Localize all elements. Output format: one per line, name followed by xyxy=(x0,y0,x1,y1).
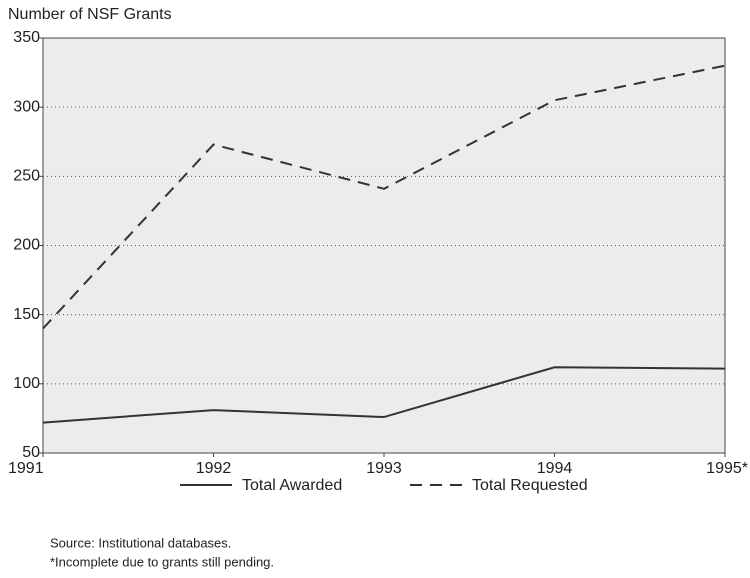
series-line xyxy=(42,366,726,424)
y-axis-title: Number of NSF Grants xyxy=(8,6,172,23)
y-tick-label: 300 xyxy=(13,98,40,115)
legend-label: Total Awarded xyxy=(242,477,342,494)
x-tick-label: 1995* xyxy=(706,460,748,477)
x-tick-label: 1992 xyxy=(196,460,232,477)
legend-label: Total Requested xyxy=(472,477,588,494)
x-tick-label: 1993 xyxy=(366,460,402,477)
footnote: *Incomplete due to grants still pending. xyxy=(50,554,274,569)
y-tick-label: 150 xyxy=(13,306,40,323)
y-tick-label: 250 xyxy=(13,168,40,185)
series-line xyxy=(42,64,726,330)
y-tick-label: 350 xyxy=(13,29,40,46)
y-tick-label: 200 xyxy=(13,237,40,254)
source-note: Source: Institutional databases. xyxy=(50,535,231,550)
x-tick-label: 1994 xyxy=(537,460,573,477)
y-tick-label: 50 xyxy=(22,444,40,461)
x-tick-label: 1991 xyxy=(8,460,44,477)
y-tick-label: 100 xyxy=(13,375,40,392)
